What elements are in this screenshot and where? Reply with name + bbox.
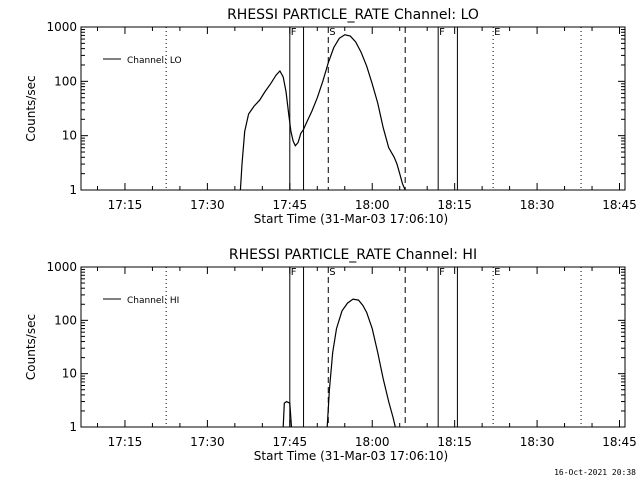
y-tick-label: 1000 <box>46 20 77 34</box>
y-tick-label: 100 <box>54 313 77 327</box>
x-axis-label: Start Time (31-Mar-03 17:06:10) <box>254 212 448 226</box>
marker-label: S <box>329 27 335 38</box>
y-tick-label: 10 <box>62 367 77 381</box>
y-tick-label: 1 <box>69 420 77 434</box>
series-line-1-segment-2 <box>326 298 396 428</box>
marker-label: F <box>439 27 445 38</box>
marker-label: E <box>494 267 500 278</box>
marker-label: F <box>291 27 297 38</box>
y-tick-label: 10 <box>62 129 77 143</box>
marker-label: E <box>494 27 500 38</box>
footer-date: 16-Oct-2021 20:38 <box>554 468 636 477</box>
series-line-1-segment-1 <box>282 400 293 428</box>
legend-label: Channel: HI <box>127 296 179 306</box>
x-tick-label: 17:15 <box>108 435 143 449</box>
chart-title: RHESSI PARTICLE_RATE Channel: LO <box>227 7 479 23</box>
x-tick-label: 17:30 <box>190 435 225 449</box>
x-tick-label: 18:00 <box>355 435 390 449</box>
x-tick-label: 18:30 <box>520 198 555 212</box>
x-tick-label: 18:45 <box>602 435 637 449</box>
x-tick-label: 17:45 <box>273 198 308 212</box>
y-tick-label: 1 <box>69 183 77 197</box>
legend-label: Channel: LO <box>127 56 182 66</box>
chart-panel-1: RHESSI PARTICLE_RATE Channel: LO 1 10 100 10… <box>24 7 637 226</box>
y-tick-label: 100 <box>54 74 77 88</box>
chart-title: RHESSI PARTICLE_RATE Channel: HI <box>229 247 477 263</box>
y-axis-label: Counts/sec <box>24 314 38 380</box>
x-tick-label: 17:45 <box>273 435 308 449</box>
plot-frame <box>80 266 626 428</box>
marker-label: F <box>291 267 297 278</box>
chart-panel-2: RHESSI PARTICLE_RATE Channel: HI 1 10 100 10… <box>24 247 637 463</box>
marker-label: F <box>439 267 445 278</box>
x-axis-label: Start Time (31-Mar-03 17:06:10) <box>254 449 448 463</box>
x-tick-label: 18:15 <box>437 435 472 449</box>
x-tick-label: 17:15 <box>108 198 143 212</box>
x-tick-label: 18:45 <box>602 198 637 212</box>
x-tick-label: 18:15 <box>437 198 472 212</box>
marker-label: S <box>329 267 335 278</box>
series-line-1-segment-1 <box>239 34 406 191</box>
y-tick-label: 1000 <box>46 260 77 274</box>
plot-frame <box>80 26 626 191</box>
x-tick-label: 18:00 <box>355 198 390 212</box>
x-tick-label: 18:30 <box>520 435 555 449</box>
y-axis-label: Counts/sec <box>24 75 38 141</box>
x-tick-label: 17:30 <box>190 198 225 212</box>
